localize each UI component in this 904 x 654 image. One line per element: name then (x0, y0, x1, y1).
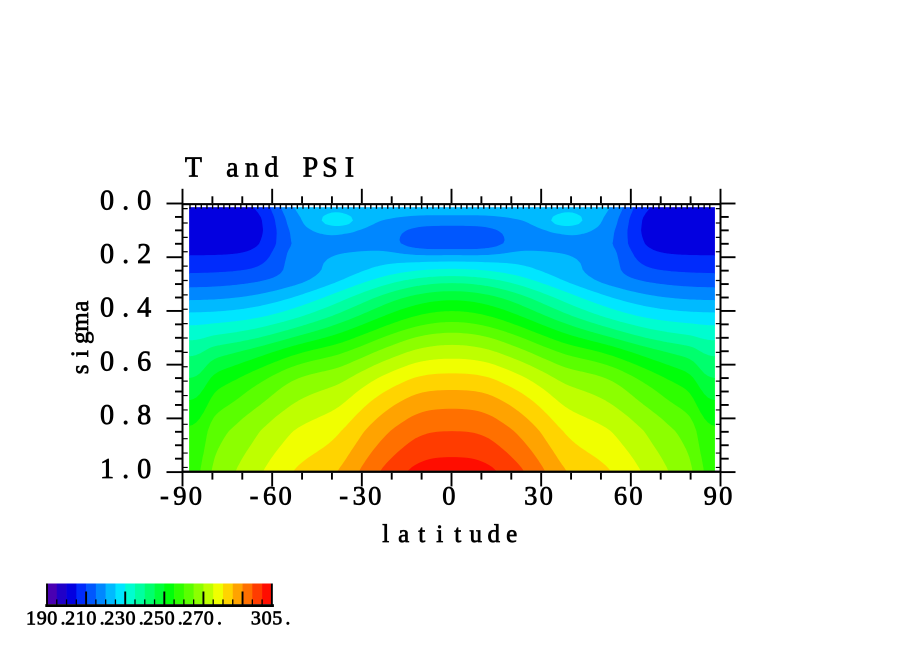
svg-text:.: . (122, 347, 129, 378)
svg-text:0: 0 (629, 480, 642, 510)
svg-text:t: t (418, 521, 425, 548)
svg-text:.: . (122, 239, 129, 270)
svg-text:4: 4 (137, 293, 151, 324)
svg-text:9: 9 (704, 480, 717, 510)
svg-text:0: 0 (368, 480, 381, 510)
svg-text:u: u (469, 521, 482, 548)
svg-text:2: 2 (137, 239, 151, 270)
svg-text:0: 0 (86, 607, 96, 629)
svg-text:3: 3 (353, 480, 366, 510)
svg-text:0: 0 (100, 293, 114, 324)
svg-text:.: . (61, 607, 66, 629)
svg-text:d: d (264, 153, 278, 184)
svg-text:6: 6 (263, 480, 276, 510)
svg-text:7: 7 (193, 607, 203, 629)
svg-text:d: d (487, 521, 500, 548)
svg-text:.: . (217, 607, 222, 629)
svg-text:.: . (285, 607, 290, 629)
svg-text:t: t (454, 521, 461, 548)
svg-text:.: . (122, 293, 129, 324)
svg-text:a: a (226, 153, 239, 184)
svg-text:1: 1 (100, 454, 114, 485)
svg-text:6: 6 (137, 347, 151, 378)
svg-text:-: - (339, 480, 348, 510)
svg-text:.: . (122, 400, 129, 431)
svg-text:0: 0 (278, 480, 291, 510)
svg-text:0: 0 (719, 480, 732, 510)
svg-text:8: 8 (137, 400, 151, 431)
svg-text:0: 0 (100, 347, 114, 378)
svg-text:P: P (303, 153, 319, 184)
svg-text:0: 0 (126, 607, 136, 629)
svg-text:a: a (67, 301, 94, 312)
svg-text:0: 0 (100, 239, 114, 270)
svg-text:.: . (178, 607, 183, 629)
svg-text:1: 1 (26, 607, 36, 629)
svg-text:1: 1 (76, 607, 86, 629)
svg-text:3: 3 (524, 480, 537, 510)
svg-text:0: 0 (165, 607, 175, 629)
svg-text:2: 2 (183, 607, 193, 629)
svg-text:2: 2 (65, 607, 75, 629)
svg-text:9: 9 (173, 480, 186, 510)
svg-text:.: . (122, 185, 129, 216)
svg-text:0: 0 (189, 480, 202, 510)
svg-text:e: e (506, 521, 517, 548)
svg-text:m: m (67, 312, 94, 332)
svg-text:l: l (382, 521, 389, 548)
svg-text:5: 5 (272, 607, 282, 629)
svg-text:0: 0 (540, 480, 553, 510)
svg-text:3: 3 (115, 607, 125, 629)
svg-text:T: T (185, 153, 202, 184)
svg-text:0: 0 (137, 185, 151, 216)
svg-text:0: 0 (204, 607, 214, 629)
svg-text:9: 9 (37, 607, 47, 629)
svg-text:i: i (67, 350, 94, 357)
svg-text:6: 6 (614, 480, 627, 510)
svg-text:0: 0 (100, 185, 114, 216)
svg-text:0: 0 (47, 607, 57, 629)
svg-text:a: a (398, 521, 409, 548)
svg-text:3: 3 (251, 607, 261, 629)
svg-text:0: 0 (262, 607, 272, 629)
svg-text:s: s (67, 365, 94, 375)
svg-text:5: 5 (154, 607, 164, 629)
svg-text:I: I (345, 153, 354, 184)
svg-text:g: g (67, 331, 94, 344)
svg-text:0: 0 (137, 454, 151, 485)
svg-text:-: - (250, 480, 259, 510)
svg-text:0: 0 (442, 480, 455, 510)
svg-text:.: . (100, 607, 105, 629)
svg-text:S: S (322, 153, 338, 184)
svg-text:.: . (122, 454, 129, 485)
svg-text:0: 0 (100, 400, 114, 431)
svg-text:-: - (160, 480, 169, 510)
svg-text:i: i (436, 521, 443, 548)
svg-text:.: . (139, 607, 144, 629)
svg-text:2: 2 (143, 607, 153, 629)
svg-text:2: 2 (104, 607, 114, 629)
svg-text:n: n (245, 153, 259, 184)
